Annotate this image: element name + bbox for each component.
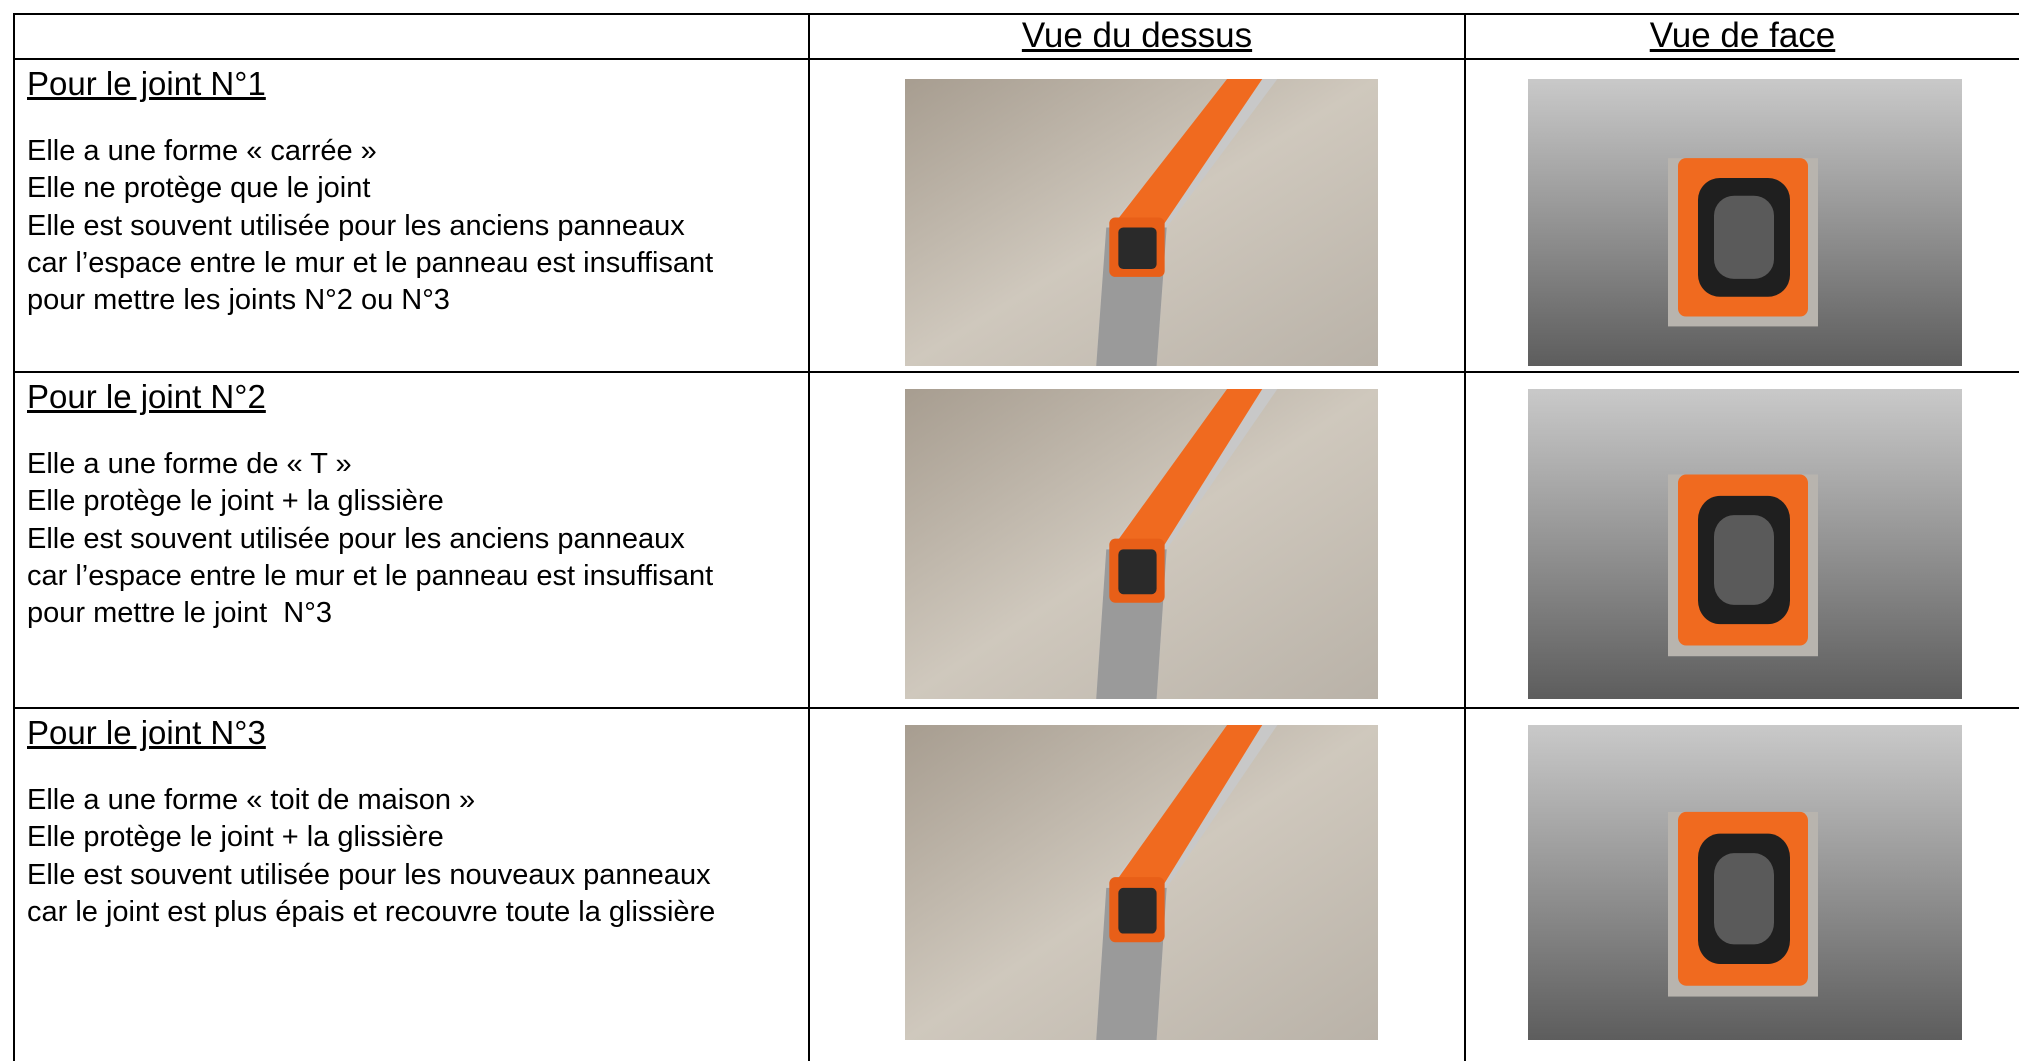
rule bbox=[13, 58, 2019, 60]
rule bbox=[808, 13, 810, 1061]
text-line: Elle est souvent utilisée pour les nouve… bbox=[27, 858, 711, 891]
text-line: Elle a une forme de « T » bbox=[27, 448, 352, 480]
photo bbox=[905, 79, 1378, 366]
photo-image bbox=[1528, 725, 1962, 1040]
photo bbox=[1528, 389, 1962, 699]
text-line: car l’espace entre le mur et le panneau … bbox=[27, 246, 714, 279]
row-title: Pour le joint N°1 bbox=[27, 65, 266, 102]
text-line: car l’espace entre le mur et le panneau … bbox=[27, 559, 714, 592]
photo bbox=[905, 725, 1378, 1040]
row-cell: Pour le joint N°3 Elle a une forme « toit… bbox=[27, 709, 807, 931]
text-line: Elle a une forme « toit de maison » bbox=[27, 784, 476, 816]
photo bbox=[905, 389, 1378, 699]
row-cell: Pour le joint N°1 Elle a une forme « carr… bbox=[27, 60, 807, 319]
rule bbox=[13, 371, 2019, 373]
text-line: Elle est souvent utilisée pour les ancie… bbox=[27, 209, 685, 242]
rule bbox=[13, 13, 15, 1061]
text-line: Elle protège le joint + la glissière bbox=[27, 485, 444, 518]
photo-image bbox=[905, 725, 1378, 1040]
photo bbox=[1528, 725, 1962, 1040]
column-header: Vue de face bbox=[1649, 16, 1836, 55]
text-line: Elle ne protège que le joint bbox=[27, 172, 371, 205]
rule bbox=[1464, 13, 1466, 1061]
row-title: Pour le joint N°3 bbox=[27, 714, 266, 751]
text-line: Elle est souvent utilisée pour les ancie… bbox=[27, 522, 685, 555]
text-line: pour mettre le joint N°3 bbox=[27, 597, 332, 630]
text-line: car le joint est plus épais et recouvre … bbox=[27, 895, 716, 928]
rule bbox=[13, 707, 2019, 709]
photo bbox=[1528, 79, 1962, 366]
photo-image bbox=[1528, 79, 1962, 366]
photo-image bbox=[1528, 389, 1962, 699]
text-line: pour mettre les joints N°2 ou N°3 bbox=[27, 284, 450, 317]
text-line: Elle protège le joint + la glissière bbox=[27, 821, 444, 854]
photo-image bbox=[905, 79, 1378, 366]
text-line: Elle a une forme « carrée » bbox=[27, 135, 377, 167]
photo-image bbox=[905, 389, 1378, 699]
rule bbox=[13, 13, 2019, 15]
row-cell: Pour le joint N°2 Elle a une forme de « T… bbox=[27, 373, 807, 632]
column-header: Vue du dessus bbox=[1021, 16, 1253, 55]
row-title: Pour le joint N°2 bbox=[27, 378, 266, 415]
